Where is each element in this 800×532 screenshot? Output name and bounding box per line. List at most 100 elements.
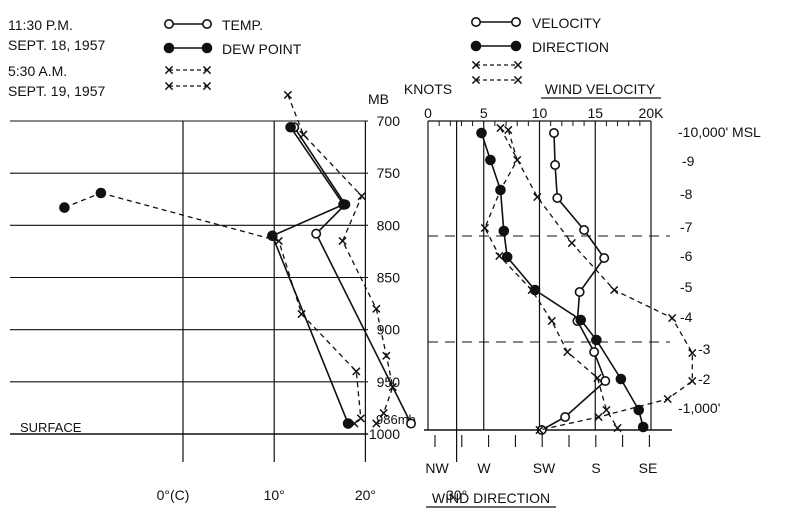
legend-x-marker <box>164 81 174 91</box>
legend-x-marker <box>513 60 523 70</box>
knots-label: KNOTS <box>404 81 452 97</box>
y-tick-label: 1000 <box>369 426 400 442</box>
legend-dew-marker <box>163 42 175 54</box>
legend-temp-label: TEMP. <box>222 17 263 33</box>
data-point <box>613 423 622 433</box>
x-tick-label: 20° <box>355 487 376 503</box>
data-point <box>547 316 556 326</box>
data-point <box>527 285 536 295</box>
legend-temp-marker <box>164 18 175 29</box>
data-point <box>372 419 381 428</box>
data-point <box>668 313 677 323</box>
x-tick-label: 20K <box>639 105 665 121</box>
x-tick-label: 0°(C) <box>157 487 190 503</box>
legend-direction-marker <box>470 40 482 52</box>
temperature-dewpoint-chart: 0°(C) 10° 20° 30° 700 750 800 850 900 950 1000 MB SU… <box>8 17 467 503</box>
legend-velocity-marker <box>510 16 521 27</box>
legend-time-1: 11:30 P.M. <box>8 17 73 33</box>
data-point <box>297 309 306 319</box>
series-line <box>499 127 693 431</box>
data-point <box>663 394 672 404</box>
data-point <box>496 185 505 195</box>
series-direction-11-30-p-m <box>476 127 649 433</box>
data-point <box>498 225 510 237</box>
y-axis-label: MB <box>368 91 389 107</box>
direction-label: W <box>477 460 491 476</box>
data-point <box>593 373 602 383</box>
legend-velocity-label: VELOCITY <box>532 15 602 31</box>
data-point <box>589 346 600 357</box>
data-point <box>552 193 563 204</box>
data-point <box>548 128 559 139</box>
data-point <box>600 375 611 386</box>
data-point <box>283 90 293 100</box>
data-point <box>688 348 697 358</box>
legend-x-marker <box>513 75 523 85</box>
data-point <box>382 351 391 360</box>
data-point <box>342 418 354 429</box>
data-point <box>285 121 296 133</box>
height-label: -1,000' <box>678 400 720 416</box>
legend-x-marker <box>471 75 481 85</box>
legend-x-marker <box>202 81 212 91</box>
legend-dew-label: DEW POINT <box>222 41 302 57</box>
surface-annotation: SURFACE <box>20 420 82 435</box>
height-label: -8 <box>680 186 693 202</box>
direction-label: SW <box>533 460 556 476</box>
data-point <box>299 130 308 139</box>
data-point <box>338 236 347 246</box>
data-point <box>550 160 561 171</box>
legend-dew-marker <box>201 42 213 54</box>
data-point <box>311 228 322 239</box>
data-point <box>350 419 359 428</box>
legend-x-marker <box>164 65 174 75</box>
data-point <box>602 405 611 415</box>
legend-date-1: SEPT. 18, 1957 <box>8 37 106 53</box>
data-point <box>59 202 70 213</box>
data-point <box>575 314 587 326</box>
series-velocity-5-30-a-m <box>480 125 622 433</box>
data-point <box>610 285 619 295</box>
data-point <box>599 253 610 264</box>
data-point <box>535 425 544 435</box>
legend-x-marker <box>202 65 212 75</box>
series-line <box>271 126 349 424</box>
y-tick-label: 850 <box>377 269 401 285</box>
data-point <box>95 187 107 199</box>
direction-label: SE <box>639 460 658 476</box>
data-point <box>274 236 283 246</box>
data-point <box>574 286 585 297</box>
data-point <box>388 382 397 392</box>
y-tick-label: 700 <box>377 113 401 129</box>
data-point <box>352 367 361 376</box>
data-point <box>357 191 366 201</box>
legend: 11:30 P.M. SEPT. 18, 1957 5:30 A.M. SEPT. 1… <box>8 17 302 99</box>
height-label: -6 <box>680 248 693 264</box>
data-point <box>495 251 504 261</box>
data-point <box>485 154 496 166</box>
height-label: -9 <box>682 153 695 169</box>
direction-label: NW <box>425 460 449 476</box>
series-dew-point-11-30-p-m <box>267 121 354 429</box>
series-line <box>64 192 102 209</box>
x-tick-label: 10° <box>264 487 285 503</box>
wind-direction-title: WIND DIRECTION <box>432 490 550 506</box>
legend-x-marker <box>471 60 481 70</box>
height-label: -10,000' MSL <box>678 124 761 140</box>
data-point <box>688 376 697 386</box>
data-point <box>579 225 590 236</box>
data-point <box>405 418 416 429</box>
data-point <box>563 347 572 357</box>
series-dew-point-outlier-5-30-a-m <box>59 187 107 213</box>
data-point <box>501 251 513 263</box>
y-tick-label: 750 <box>377 165 401 181</box>
data-point <box>356 414 365 423</box>
legend-velocity-marker <box>470 16 481 27</box>
data-point <box>560 411 571 422</box>
x-tick-label: 15 <box>587 105 603 121</box>
y-tick-label: 800 <box>377 217 401 233</box>
data-point <box>594 412 603 422</box>
data-point <box>372 304 381 313</box>
direction-label: S <box>591 460 600 476</box>
